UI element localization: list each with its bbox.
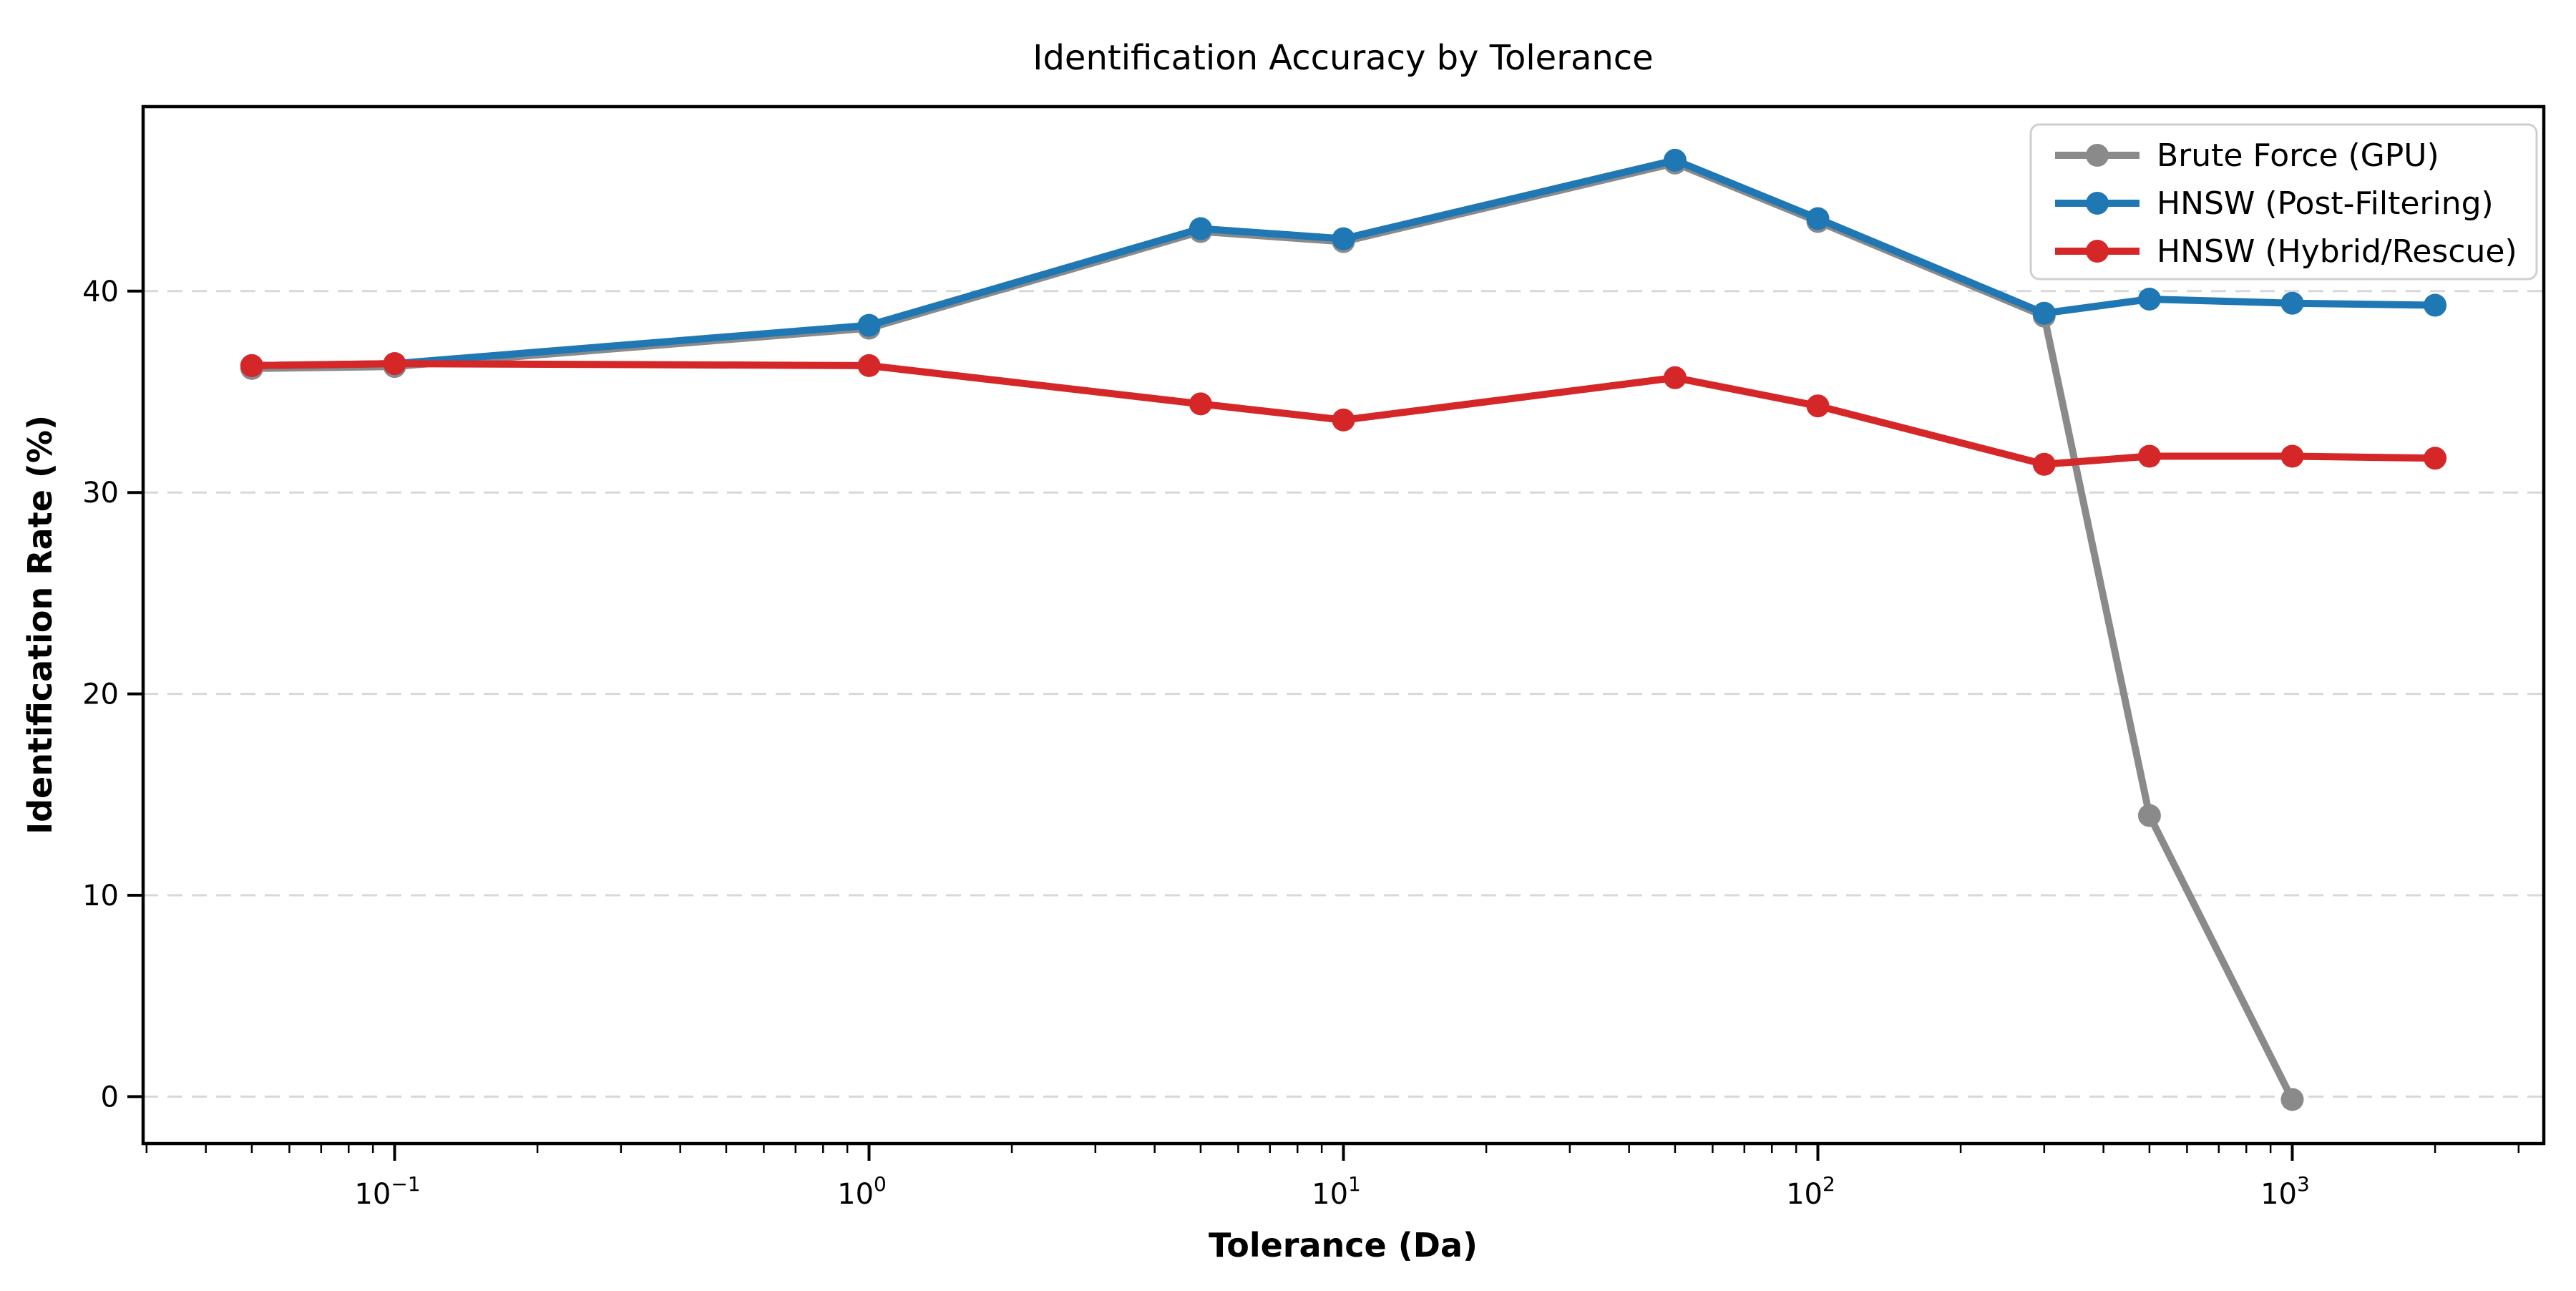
gridlines-layer <box>143 290 2544 1098</box>
data-point <box>2424 447 2447 470</box>
data-point <box>1806 207 1830 230</box>
y-tick-label: 10 <box>82 880 119 912</box>
x-axis-label: Tolerance (Da) <box>1209 1226 1478 1265</box>
legend-marker-dot <box>2086 192 2109 215</box>
data-point <box>2280 1088 2304 1111</box>
data-point <box>1332 227 1355 250</box>
y-tick-label: 20 <box>82 678 119 711</box>
data-point <box>2137 804 2161 827</box>
data-point <box>1189 217 1212 240</box>
data-point <box>2424 293 2447 317</box>
y-tick-label: 0 <box>101 1081 119 1114</box>
data-point <box>1332 408 1355 432</box>
data-point <box>857 313 881 337</box>
legend-marker-dot <box>2086 144 2109 167</box>
data-point <box>1189 392 1212 416</box>
x-tick-label: 103 <box>2260 1172 2310 1211</box>
series-layer <box>240 148 2447 1111</box>
y-axis-label: Identification Rate (%) <box>21 415 59 834</box>
x-tick-label: 101 <box>1312 1172 1361 1211</box>
legend-item-hnsw-hybrid-rescue: HNSW (Hybrid/Rescue) <box>2055 233 2517 270</box>
legend-label: HNSW (Hybrid/Rescue) <box>2157 233 2517 270</box>
data-point <box>1806 394 1830 418</box>
legend-marker-dot <box>2086 240 2109 263</box>
legend-item-brute-force: Brute Force (GPU) <box>2055 137 2439 174</box>
y-tick-label: 40 <box>82 276 119 308</box>
data-point <box>2032 452 2056 476</box>
x-tick-label: 100 <box>837 1172 887 1211</box>
legend-box <box>2029 123 2538 281</box>
legend-label: Brute Force (GPU) <box>2157 137 2439 174</box>
legend-item-hnsw-post-filtering: HNSW (Post-Filtering) <box>2055 185 2494 222</box>
data-point <box>2280 444 2304 468</box>
x-tick-label: 102 <box>1786 1172 1835 1211</box>
legend: Brute Force (GPU) HNSW (Post-Filtering) … <box>2029 123 2538 281</box>
data-point <box>857 354 881 377</box>
x-tick-label: 10−1 <box>354 1172 420 1211</box>
data-point <box>1663 366 1687 389</box>
data-point <box>2137 288 2161 311</box>
y-tick-label: 30 <box>82 477 119 510</box>
data-point <box>2280 291 2304 315</box>
data-point <box>240 354 263 377</box>
legend-label: HNSW (Post-Filtering) <box>2157 185 2494 222</box>
chart-title: Identification Accuracy by Tolerance <box>1033 38 1653 78</box>
data-point <box>2032 301 2056 325</box>
data-point <box>2137 444 2161 468</box>
series-hnsw-hybrid-rescue- <box>240 352 2447 476</box>
series-line <box>248 159 2296 1104</box>
data-point <box>383 352 406 376</box>
data-point <box>1663 148 1687 172</box>
axes-layer: 0 10 20 30 40 10−1 100 101 102 103 <box>82 104 2546 1211</box>
